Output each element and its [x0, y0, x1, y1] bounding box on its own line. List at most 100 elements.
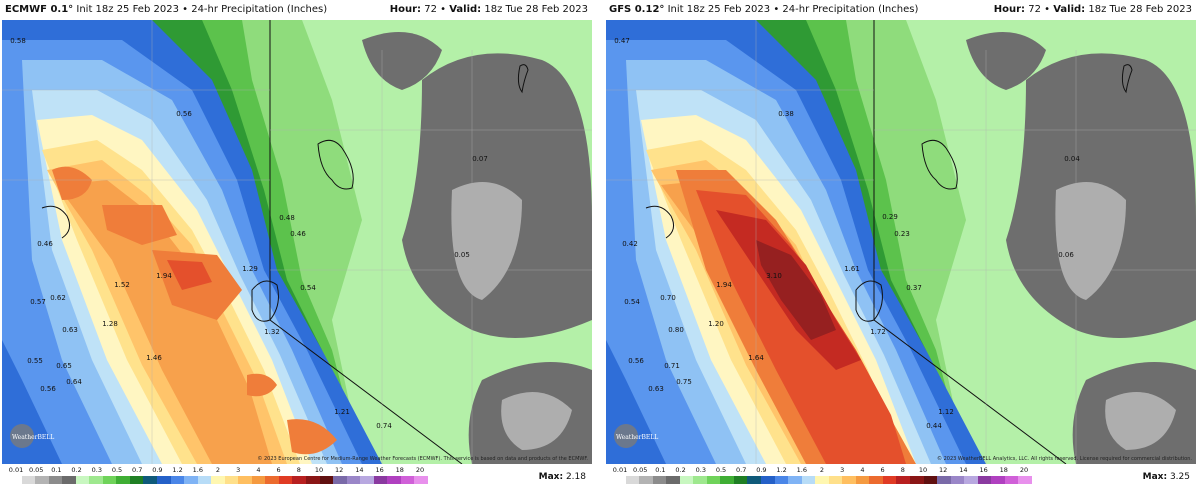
model-name: GFS 0.12°: [609, 4, 665, 15]
precip-value-label: 0.64: [66, 378, 82, 386]
field-name: 24-hr Precipitation (Inches): [191, 4, 328, 15]
init-time: Init 18z 25 Feb 2023: [76, 4, 179, 15]
gfs-panel: GFS 0.12° Init 18z 25 Feb 2023 • 24-hr P…: [604, 0, 1198, 490]
color-swatch: [937, 476, 951, 484]
color-swatch: [400, 476, 415, 484]
scale-tick-label: 0.9: [756, 466, 767, 474]
color-swatch: [923, 476, 938, 484]
field-name: 24-hr Precipitation (Inches): [782, 4, 919, 15]
panel-header: GFS 0.12° Init 18z 25 Feb 2023 • 24-hr P…: [609, 4, 1192, 15]
precip-map-canvas: 0.47 0.38 0.04 0.29 0.23 0.42 0.06 3.10 1.61 1.94…: [606, 20, 1196, 464]
color-swatch: [197, 476, 212, 484]
scale-tick-label: 0.05: [632, 466, 648, 474]
precip-value-label: 0.47: [614, 37, 630, 45]
precip-map[interactable]: 0.47 0.38 0.04 0.29 0.23 0.42 0.06 3.10 1.61 1.94…: [606, 20, 1196, 464]
color-swatch: [224, 476, 239, 484]
color-swatch: [774, 476, 789, 484]
scale-tick-label: 0.3: [91, 466, 102, 474]
color-swatch: [977, 476, 992, 484]
precip-map[interactable]: 0.58 0.56 0.07 0.48 0.46 0.46 0.05 1.29 1.94 1.52…: [2, 20, 592, 464]
hour-label: Hour:: [389, 4, 422, 15]
ecmwf-panel: ECMWF 0.1° Init 18z 25 Feb 2023 • 24-hr …: [0, 0, 594, 490]
scale-tick-label: 20: [1019, 466, 1029, 474]
scale-tick-label: 8: [296, 466, 301, 474]
precip-value-label: 1.61: [844, 265, 860, 273]
precip-value-label: 0.46: [290, 230, 306, 238]
scale-tick-label: 2: [215, 466, 221, 474]
precip-value-label: 1.52: [114, 281, 130, 289]
scale-tick-label: 1.6: [796, 466, 807, 474]
color-swatch: [882, 476, 897, 484]
precip-value-label: 0.80: [668, 326, 684, 334]
scale-tick-label: 0.9: [152, 466, 163, 474]
color-swatch: [89, 476, 103, 484]
precip-value-label: 0.06: [1058, 251, 1074, 259]
scale-tick-label: 16: [375, 466, 384, 474]
precip-value-label: 0.44: [926, 422, 942, 430]
precip-value-label: 1.29: [242, 265, 258, 273]
valid-label: Valid:: [449, 4, 482, 15]
precip-value-label: 1.32: [264, 328, 280, 336]
max-label: Max:: [538, 472, 564, 482]
color-swatch: [373, 476, 388, 484]
precip-value-label: 1.28: [102, 320, 118, 328]
precip-value-label: 0.05: [454, 251, 470, 259]
precip-value-label: 0.57: [30, 298, 46, 306]
max-number: 2.18: [565, 472, 586, 482]
scale-tick-label: 14: [959, 466, 968, 474]
color-scale: 0.01 0.05 0.1 0.2 0.3 0.5 0.7 0.9 1.2 1.6 2 3 4 6 8 10 1…: [612, 466, 1032, 490]
color-swatch: [48, 476, 63, 484]
scale-tick-label: 0.7: [132, 466, 143, 474]
color-swatch: [8, 476, 22, 484]
precip-value-label: 0.62: [50, 294, 66, 302]
max-value: Max: 3.25: [1143, 472, 1190, 482]
scale-tick-label: 1.6: [192, 466, 203, 474]
weatherbell-logo: WeatherBELL: [10, 424, 54, 448]
copyright-notice: © 2023 European Centre for Medium-Range …: [257, 455, 588, 462]
scale-tick-label: 0.5: [715, 466, 727, 474]
model-name: ECMWF 0.1°: [5, 4, 74, 15]
max-number: 3.25: [1169, 472, 1190, 482]
scale-tick-label: 18: [395, 466, 404, 474]
scale-tick-label: 0.3: [695, 466, 706, 474]
hour-label: Hour:: [993, 4, 1026, 15]
precip-value-label: 0.29: [882, 213, 898, 221]
precip-value-label: 0.63: [62, 326, 78, 334]
precip-value-label: 1.64: [748, 354, 764, 362]
color-swatch: [747, 476, 762, 484]
precip-value-label: 1.20: [708, 320, 724, 328]
color-swatch: [666, 476, 680, 484]
precip-value-label: 0.55: [27, 357, 43, 365]
scale-tick-label: 0.2: [71, 466, 82, 474]
color-swatch: [625, 476, 640, 484]
scale-tick-label: 18: [999, 466, 1008, 474]
color-swatch: [612, 476, 626, 484]
color-swatch: [639, 476, 653, 484]
state-boundaries: [645, 20, 1133, 464]
precip-value-label: 1.94: [156, 272, 172, 280]
svg-text:WeatherBELL: WeatherBELL: [12, 434, 54, 441]
color-swatch: [387, 476, 401, 484]
panel-header: ECMWF 0.1° Init 18z 25 Feb 2023 • 24-hr …: [5, 4, 588, 15]
color-swatch: [333, 476, 347, 484]
scale-tick-label: 20: [415, 466, 425, 474]
color-swatch: [706, 476, 721, 484]
precip-value-label: 0.75: [676, 378, 692, 386]
color-swatch: [116, 476, 130, 484]
color-swatch: [265, 476, 279, 484]
scale-tick-label: 10: [314, 466, 324, 474]
state-boundaries: [41, 20, 529, 464]
scale-tick-label: 1.2: [172, 466, 183, 474]
init-time: Init 18z 25 Feb 2023: [667, 4, 771, 15]
color-swatch: [761, 476, 775, 484]
precip-value-label: 0.38: [778, 110, 794, 118]
color-swatch: [815, 476, 829, 484]
color-swatch: [170, 476, 185, 484]
color-swatch: [75, 476, 90, 484]
precip-value-label: 0.71: [664, 362, 680, 370]
color-swatch: [733, 476, 748, 484]
scale-tick-label: 0.2: [675, 466, 686, 474]
precip-value-label: 1.46: [146, 354, 162, 362]
color-swatch: [991, 476, 1005, 484]
scale-tick-label: 2: [819, 466, 825, 474]
